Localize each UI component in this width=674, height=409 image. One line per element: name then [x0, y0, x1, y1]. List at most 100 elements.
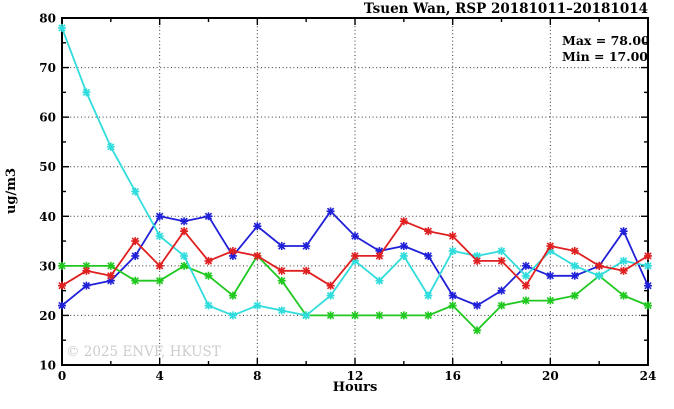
y-tick-label: 30: [39, 259, 56, 273]
data-point-marker: [351, 311, 359, 320]
data-point-marker: [277, 306, 286, 315]
data-point-marker: [570, 291, 579, 300]
data-point-marker: [448, 291, 457, 300]
data-point-marker: [106, 261, 115, 270]
data-point-marker: [326, 311, 335, 320]
data-point-marker: [473, 326, 482, 335]
data-point-marker: [351, 232, 359, 241]
max-annotation: Max = 78.00: [562, 33, 650, 48]
data-point-marker: [570, 271, 579, 280]
data-point-marker: [570, 261, 579, 270]
data-point-marker: [424, 227, 433, 236]
data-point-marker: [58, 301, 66, 310]
x-tick-label: 20: [542, 369, 559, 383]
data-point-marker: [82, 88, 91, 97]
y-tick-label: 40: [39, 210, 56, 224]
data-point-marker: [131, 187, 140, 196]
data-point-marker: [546, 271, 555, 280]
data-point-marker: [277, 266, 286, 275]
data-point-marker: [521, 296, 530, 305]
data-point-marker: [375, 251, 384, 260]
data-point-marker: [424, 251, 433, 260]
data-point-marker: [375, 246, 384, 255]
data-point-marker: [473, 301, 482, 310]
series-cyan: [58, 23, 652, 320]
data-point-marker: [106, 142, 115, 151]
data-point-marker: [497, 256, 506, 265]
series-blue: [58, 207, 652, 310]
watermark: © 2025 ENVF, HKUST: [66, 344, 221, 360]
data-point-marker: [619, 291, 628, 300]
data-point-marker: [131, 237, 140, 246]
data-point-marker: [424, 311, 433, 320]
data-point-marker: [521, 271, 530, 280]
y-axis-label: ug/m3: [4, 168, 19, 214]
data-point-marker: [82, 281, 91, 290]
y-tick-label: 20: [39, 309, 56, 323]
data-point-marker: [595, 261, 604, 270]
data-point-marker: [399, 251, 408, 260]
data-point-marker: [58, 261, 66, 270]
series-red: [58, 217, 652, 290]
data-point-marker: [448, 246, 457, 255]
data-point-marker: [302, 311, 311, 320]
data-point-marker: [204, 271, 213, 280]
data-point-marker: [326, 207, 335, 216]
data-point-marker: [228, 291, 237, 300]
data-point-marker: [131, 276, 140, 285]
data-point-marker: [375, 276, 384, 285]
y-tick-label: 60: [39, 111, 56, 125]
data-point-marker: [253, 301, 262, 310]
y-tick-label: 70: [39, 61, 56, 75]
data-point-marker: [302, 266, 311, 275]
y-tick-label: 10: [39, 359, 56, 373]
data-point-marker: [424, 291, 433, 300]
x-tick-label: 12: [347, 369, 364, 383]
y-tick-label: 50: [39, 160, 56, 174]
data-point-marker: [228, 251, 237, 260]
data-point-marker: [58, 23, 66, 32]
data-point-marker: [351, 251, 359, 260]
data-point-marker: [399, 217, 408, 226]
data-point-marker: [155, 212, 164, 221]
data-point-marker: [644, 301, 652, 310]
min-annotation: Min = 17.00: [562, 49, 648, 64]
x-tick-label: 16: [444, 369, 461, 383]
data-point-marker: [106, 276, 115, 285]
data-point-marker: [619, 227, 628, 236]
data-point-marker: [644, 251, 652, 260]
data-point-marker: [521, 281, 530, 290]
data-point-marker: [155, 276, 164, 285]
data-point-marker: [473, 256, 482, 265]
data-point-marker: [473, 251, 482, 260]
data-point-marker: [82, 261, 91, 270]
data-point-marker: [497, 286, 506, 295]
data-point-marker: [253, 251, 262, 260]
data-point-marker: [619, 266, 628, 275]
y-tick-labels: 10 20 30 40 50 60 70 80: [39, 12, 56, 373]
data-point-marker: [82, 266, 91, 275]
data-point-marker: [106, 271, 115, 280]
data-point-marker: [497, 301, 506, 310]
data-point-marker: [546, 242, 555, 251]
data-point-marker: [448, 232, 457, 241]
data-point-marker: [644, 281, 652, 290]
data-point-marker: [180, 217, 189, 226]
chart-title: Tsuen Wan, RSP 20181011–20181014: [364, 1, 648, 17]
data-point-marker: [399, 242, 408, 251]
x-axis-label: Hours: [333, 380, 378, 395]
x-tick-labels: 0 4 8 12 16 20 24: [58, 369, 657, 383]
data-point-marker: [228, 311, 237, 320]
data-point-marker: [546, 246, 555, 255]
x-tick-label: 8: [253, 369, 261, 383]
data-point-marker: [253, 222, 262, 231]
data-point-marker: [326, 281, 335, 290]
data-point-marker: [180, 227, 189, 236]
series-lines: [58, 23, 652, 335]
data-point-marker: [619, 256, 628, 265]
series-green: [58, 251, 652, 335]
data-point-marker: [204, 212, 213, 221]
x-tick-label: 24: [640, 369, 657, 383]
